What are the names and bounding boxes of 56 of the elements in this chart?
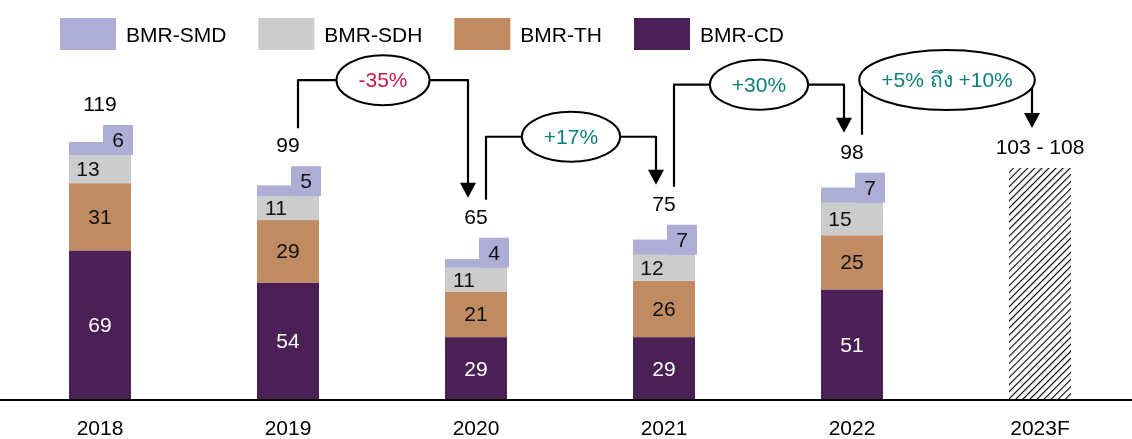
total-label: 103 - 108 (995, 135, 1085, 159)
bar (445, 267, 507, 292)
bar (69, 250, 131, 400)
data-label: 31 (88, 204, 112, 228)
data-label: 13 (76, 157, 100, 181)
bar (821, 289, 883, 400)
data-label: 29 (276, 239, 300, 263)
legend-label: BMR-SDH (324, 23, 423, 46)
data-label: 25 (840, 250, 864, 274)
x-tick-label: 2020 (452, 416, 500, 439)
bar (257, 220, 319, 283)
data-label: 6 (112, 128, 124, 152)
x-tick-label: 2021 (640, 416, 688, 439)
bar (445, 337, 507, 400)
data-label: 51 (840, 332, 864, 356)
x-tick-label: 2022 (828, 416, 876, 439)
x-tick-label: 2019 (264, 416, 312, 439)
bar (257, 282, 319, 400)
total-label: 65 (464, 204, 488, 228)
bar (69, 183, 131, 251)
legend-label: BMR-SMD (126, 23, 227, 46)
data-label: 29 (464, 356, 488, 380)
bar (633, 254, 695, 281)
data-label: 7 (864, 175, 876, 199)
text: +5% ถึง +10% (881, 68, 1013, 92)
data-label: 12 (640, 255, 664, 279)
data-label: 26 (652, 296, 676, 320)
text: -35% (358, 68, 408, 92)
total-label: 99 (276, 133, 300, 157)
annotation: +17% (543, 124, 599, 148)
data-label: 4 (488, 240, 501, 264)
total-label: 98 (840, 139, 864, 163)
bar (445, 291, 507, 338)
x-tick-label: 2018 (76, 416, 124, 439)
data-label: 21 (464, 302, 488, 326)
data-label: 69 (88, 313, 112, 337)
data-label: 15 (828, 206, 852, 230)
bar (633, 280, 695, 338)
total-label: 75 (652, 191, 676, 215)
data-label: 29 (652, 356, 676, 380)
legend-label: BMR-TH (520, 23, 602, 46)
legend-label: BMR-CD (699, 23, 784, 46)
data-label: 5 (300, 169, 312, 193)
data-label: 11 (453, 267, 475, 291)
bar (1009, 168, 1071, 400)
bar (69, 155, 131, 184)
bar (821, 235, 883, 290)
data-label: 7 (676, 227, 688, 251)
bar (257, 196, 319, 221)
total-label: 119 (83, 92, 117, 116)
x-tick-label: 2023F (1010, 416, 1070, 439)
bar (821, 202, 883, 236)
text: +30% (731, 72, 787, 96)
data-label: 54 (276, 329, 300, 353)
data-label: 11 (265, 196, 287, 220)
bar (633, 337, 695, 400)
